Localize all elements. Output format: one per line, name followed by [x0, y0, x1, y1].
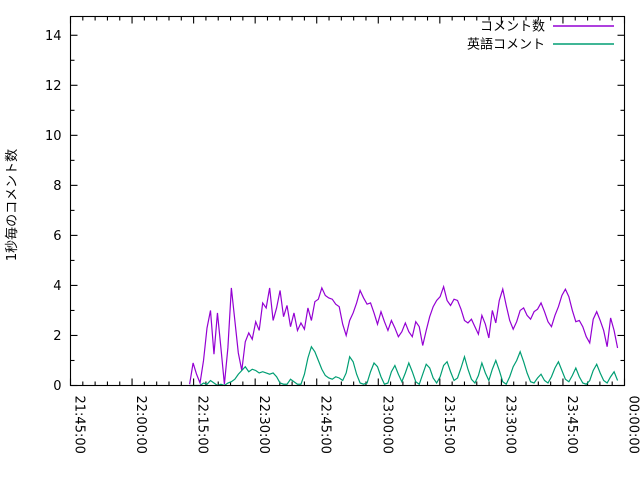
x-tick-label: 22:00:00	[133, 396, 148, 454]
y-tick-label: 0	[53, 379, 61, 394]
x-tick-label: 23:15:00	[441, 396, 456, 454]
x-axis-ticks: 21:45:00 22:00:00 22:15:00 22:30:00 22:45:00…	[69, 16, 640, 454]
y-tick-label: 10	[45, 129, 62, 144]
x-tick-label: 22:15:00	[195, 396, 210, 454]
x-tick-label: 23:00:00	[379, 396, 394, 454]
x-tick-label: 23:30:00	[502, 396, 517, 454]
x-tick-label: 22:45:00	[318, 396, 333, 454]
x-tick-label: 23:45:00	[564, 396, 579, 454]
data-series-group	[189, 284, 619, 387]
y-axis-label-text: 1秒毎のコメント数	[4, 149, 20, 261]
axis-minor-ticks	[70, 16, 625, 386]
y-axis-ticks: 0 2 4 6 8 10 12 14	[45, 29, 625, 394]
y-tick-label: 14	[45, 29, 62, 44]
plot-border	[69, 15, 626, 387]
plot-frame	[69, 15, 626, 387]
series-line-comment-count	[189, 284, 619, 386]
x-tick-label: 21:45:00	[72, 396, 87, 454]
y-axis-label: 1秒毎のコメント数	[4, 149, 20, 261]
y-tick-label: 12	[45, 79, 62, 94]
series-line-english-comment	[189, 345, 619, 387]
legend-label-1: 英語コメント	[467, 37, 545, 53]
y-tick-label: 8	[53, 179, 61, 194]
y-tick-label: 4	[53, 279, 61, 294]
y-tick-label: 6	[53, 229, 61, 244]
x-tick-label: 00:00:00	[626, 396, 640, 454]
x-tick-label: 22:30:00	[256, 396, 271, 454]
y-tick-label: 2	[53, 329, 61, 344]
legend-label-0: コメント数	[480, 20, 545, 35]
